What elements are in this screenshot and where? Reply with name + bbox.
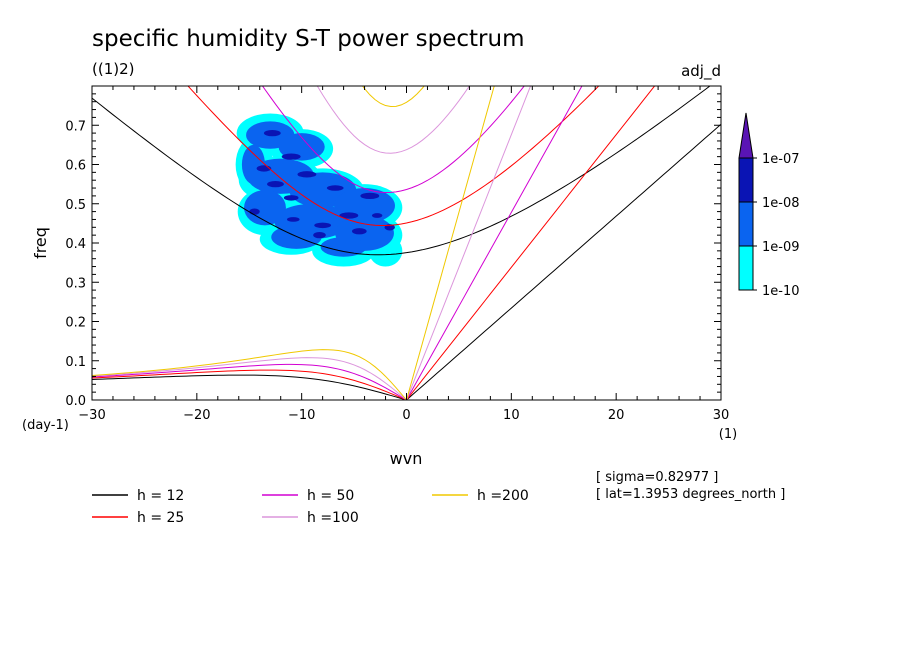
colorbar-label: 1e-08 [762, 196, 800, 211]
legend-label: h =100 [307, 510, 359, 526]
shade-darkblue [286, 217, 300, 222]
rossby-curve [92, 357, 407, 400]
x-tick-label: 20 [608, 408, 625, 423]
inertia-gravity-curve [187, 86, 600, 227]
y-tick-label: 0.0 [65, 394, 86, 409]
colorbar-label: 1e-10 [762, 284, 800, 299]
x-tick-label: 30 [713, 408, 730, 423]
y-axis-label: freq [31, 227, 50, 259]
dispersion-curves [92, 86, 721, 400]
x-tick-label: −30 [78, 408, 105, 423]
rossby-curve [92, 374, 407, 400]
shade-darkblue [281, 153, 301, 160]
y-tick-label: 0.3 [65, 276, 86, 291]
shade-darkblue [351, 228, 367, 235]
inertia-gravity-curve [92, 86, 711, 256]
power-shading [235, 113, 403, 267]
rossby-curve [92, 363, 407, 400]
y-tick-label: 0.7 [65, 119, 86, 134]
shade-darkblue [371, 213, 383, 218]
kelvin-curve [406, 86, 532, 400]
x-tick-label: −20 [183, 408, 210, 423]
chart-subtitle-right: adj_d [681, 62, 721, 81]
shade-darkblue [283, 195, 299, 201]
legend-label: h =200 [477, 488, 529, 504]
y-tick-label: 0.2 [65, 316, 86, 331]
shade-darkblue [313, 232, 326, 239]
lat-note: [ lat=1.3953 degrees_north ] [596, 487, 785, 502]
colorbar: 1e-07 1e-08 1e-09 1e-10 [738, 112, 800, 299]
legend-label: h = 50 [307, 488, 354, 504]
shade-darkblue [267, 180, 284, 188]
inertia-gravity-curve [261, 86, 525, 194]
shade-darkblue [249, 208, 260, 215]
y-unit-label: (day-1) [22, 418, 69, 433]
kelvin-curve [406, 86, 656, 400]
y-tick-label: 0.5 [65, 198, 86, 213]
kelvin-curve [406, 86, 583, 400]
kelvin-curve [406, 86, 495, 400]
y-tick-label: 0.4 [65, 237, 86, 252]
legend-label: h = 12 [137, 488, 184, 504]
shade-blue [244, 190, 286, 226]
colorbar-arrow [738, 112, 754, 159]
rossby-curve [92, 349, 407, 400]
shade-blue [320, 237, 367, 257]
shade-darkblue [314, 222, 332, 229]
kelvin-curve [406, 123, 721, 400]
x-axis-label: wvn [390, 449, 423, 468]
shade-darkblue [297, 171, 317, 178]
axis-ticks: −30 −20 −10 0 10 20 30 0.0 0.1 0.2 0.3 0.4 0.5 0.6 0.7 [65, 86, 729, 423]
inertia-gravity-curve [361, 86, 425, 108]
colorbar-segment [738, 245, 754, 291]
inertia-gravity-curve [316, 86, 471, 154]
y-tick-label: 0.6 [65, 159, 86, 174]
sigma-note: [ sigma=0.82977 ] [596, 470, 718, 485]
colorbar-segment [738, 157, 754, 203]
x-unit-label: (1) [719, 427, 737, 442]
rossby-curve [92, 369, 407, 400]
shade-darkblue [326, 185, 344, 191]
x-tick-label: 10 [503, 408, 520, 423]
legend: h = 12 h = 25 h = 50 h =100 h =200 [92, 488, 529, 526]
colorbar-label: 1e-09 [762, 240, 800, 255]
x-tick-label: 0 [402, 408, 410, 423]
colorbar-segment [738, 201, 754, 247]
y-tick-label: 0.1 [65, 355, 86, 370]
shade-darkblue [339, 212, 359, 219]
plot-frame [91, 85, 722, 401]
colorbar-label: 1e-07 [762, 152, 800, 167]
chart-subtitle-left: ((1)2) [92, 60, 135, 78]
legend-label: h = 25 [137, 510, 184, 526]
shade-darkblue [263, 129, 281, 137]
chart-title: specific humidity S-T power spectrum [92, 26, 524, 52]
shade-blue [271, 225, 322, 249]
shade-darkblue [360, 192, 380, 200]
x-tick-label: −10 [288, 408, 315, 423]
